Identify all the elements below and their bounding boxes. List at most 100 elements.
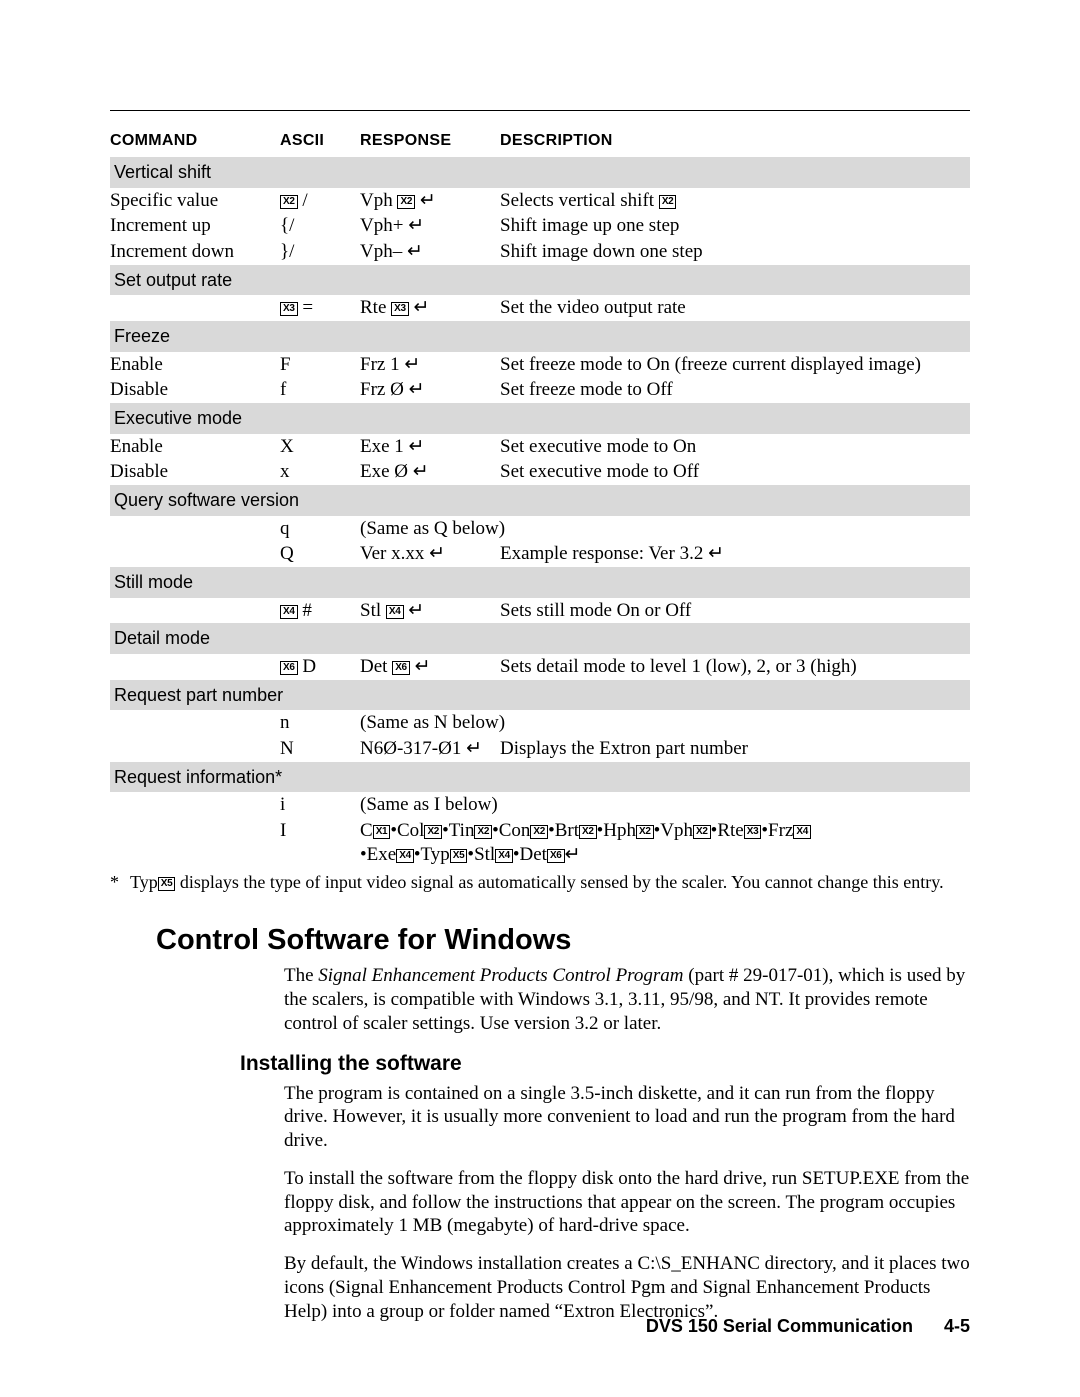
response-cell: Frz 1 ↵: [360, 352, 500, 378]
response-cell: Exe Ø ↵: [360, 459, 500, 485]
cmd-cell: [110, 295, 280, 321]
cmd-cell: Disable: [110, 377, 280, 403]
enter-icon: ↵: [409, 436, 425, 457]
cmd-cell: [110, 541, 280, 567]
description-cell: Set the video output rate: [500, 295, 970, 321]
section-header: Freeze: [110, 321, 970, 352]
info-cell: CX1•ColX2•TinX2•ConX2•BrtX2•HphX2•VphX2•…: [360, 818, 970, 868]
enter-icon: ↵: [565, 844, 581, 865]
x-box: X2: [693, 825, 711, 839]
description-cell: Shift image down one step: [500, 239, 970, 265]
x-box: X3: [744, 825, 762, 839]
x-box: X4: [386, 605, 404, 619]
table-row: X6 DDet X6 ↵Sets detail mode to level 1 …: [110, 654, 970, 680]
intro-pre: The: [284, 965, 318, 986]
description-cell: Shift image up one step: [500, 213, 970, 239]
ascii-cell: i: [280, 792, 360, 818]
ascii-cell: X: [280, 434, 360, 460]
table-row: EnableFFrz 1 ↵Set freeze mode to On (fre…: [110, 352, 970, 378]
cmd-cell: [110, 710, 280, 736]
response-cell: Det X6 ↵: [360, 654, 500, 680]
ascii-cell: X6 D: [280, 654, 360, 680]
x-box: X2: [530, 825, 548, 839]
enter-icon: ↵: [466, 738, 482, 759]
table-row: EnableXExe 1 ↵Set executive mode to On: [110, 434, 970, 460]
section-header: Query software version: [110, 485, 970, 516]
cmd-cell: Enable: [110, 434, 280, 460]
enter-icon: ↵: [407, 241, 423, 262]
ascii-cell: N: [280, 736, 360, 762]
response-cell: Rte X3 ↵: [360, 295, 500, 321]
x-box: X2: [474, 825, 492, 839]
x-box: X2: [636, 825, 654, 839]
th-description: Description: [500, 129, 970, 157]
footnote-pre: Typ: [130, 872, 158, 892]
footnote: * TypX5 displays the type of input video…: [110, 871, 970, 894]
cmd-cell: [110, 516, 280, 542]
ascii-cell: X2 /: [280, 188, 360, 214]
x-box: X4: [793, 825, 811, 839]
enter-icon: ↵: [408, 215, 424, 236]
install-p2: To install the software from the floppy …: [284, 1167, 970, 1238]
response-cell: Vph– ↵: [360, 239, 500, 265]
heading-control-software: Control Software for Windows: [156, 922, 970, 958]
cmd-cell: Increment up: [110, 213, 280, 239]
x-box: X4: [280, 605, 298, 619]
x-box: X2: [579, 825, 597, 839]
section-header: Set output rate: [110, 265, 970, 296]
cmd-cell: [110, 654, 280, 680]
table-row: NN6Ø-317-Ø1 ↵Displays the Extron part nu…: [110, 736, 970, 762]
cmd-cell: Specific value: [110, 188, 280, 214]
table-row: QVer x.xx ↵Example response: Ver 3.2 ↵: [110, 541, 970, 567]
response-cell: Vph+ ↵: [360, 213, 500, 239]
ascii-cell: n: [280, 710, 360, 736]
footnote-text: TypX5 displays the type of input video s…: [130, 871, 970, 894]
table-row: ICX1•ColX2•TinX2•ConX2•BrtX2•HphX2•VphX2…: [110, 818, 970, 868]
table-row: q(Same as Q below): [110, 516, 970, 542]
section-header: Executive mode: [110, 403, 970, 434]
enter-icon: ↵: [409, 379, 425, 400]
table-row: DisablexExe Ø ↵Set executive mode to Off: [110, 459, 970, 485]
footer-page: 4-5: [944, 1315, 970, 1338]
response-cell: N6Ø-317-Ø1 ↵: [360, 736, 500, 762]
x-box: X2: [424, 825, 442, 839]
intro-paragraph: The Signal Enhancement Products Control …: [284, 964, 970, 1035]
footer-title: DVS 150 Serial Communication: [646, 1316, 913, 1336]
ascii-cell: Q: [280, 541, 360, 567]
description-cell: Displays the Extron part number: [500, 736, 970, 762]
x-box: X3: [280, 302, 298, 316]
section-header: Vertical shift: [110, 157, 970, 188]
span-cell: (Same as N below): [360, 710, 970, 736]
enter-icon: ↵: [415, 656, 431, 677]
description-cell: Selects vertical shift X2: [500, 188, 970, 214]
th-ascii: Ascii: [280, 129, 360, 157]
x-box: X2: [280, 195, 298, 209]
response-cell: Ver x.xx ↵: [360, 541, 500, 567]
description-cell: Set executive mode to On: [500, 434, 970, 460]
x-box: X3: [391, 302, 409, 316]
ascii-cell: X4 #: [280, 598, 360, 624]
description-cell: Sets detail mode to level 1 (low), 2, or…: [500, 654, 970, 680]
ascii-cell: }/: [280, 239, 360, 265]
x-box: X6: [392, 661, 410, 675]
description-cell: Set freeze mode to Off: [500, 377, 970, 403]
span-cell: (Same as I below): [360, 792, 970, 818]
x-box: X2: [659, 195, 677, 209]
x-box: X6: [280, 661, 298, 675]
ascii-cell: {/: [280, 213, 360, 239]
top-rule: [110, 110, 970, 111]
response-cell: Vph X2 ↵: [360, 188, 500, 214]
install-p1: The program is contained on a single 3.5…: [284, 1082, 970, 1153]
description-cell: Set freeze mode to On (freeze current di…: [500, 352, 970, 378]
response-cell: Stl X4 ↵: [360, 598, 500, 624]
cmd-cell: Increment down: [110, 239, 280, 265]
ascii-cell: f: [280, 377, 360, 403]
x-box: X5: [450, 849, 468, 863]
cmd-cell: [110, 818, 280, 868]
th-command: Command: [110, 129, 280, 157]
cmd-cell: [110, 736, 280, 762]
enter-icon: ↵: [708, 543, 724, 564]
description-cell: Set executive mode to Off: [500, 459, 970, 485]
heading-installing: Installing the software: [240, 1051, 970, 1077]
response-cell: Exe 1 ↵: [360, 434, 500, 460]
